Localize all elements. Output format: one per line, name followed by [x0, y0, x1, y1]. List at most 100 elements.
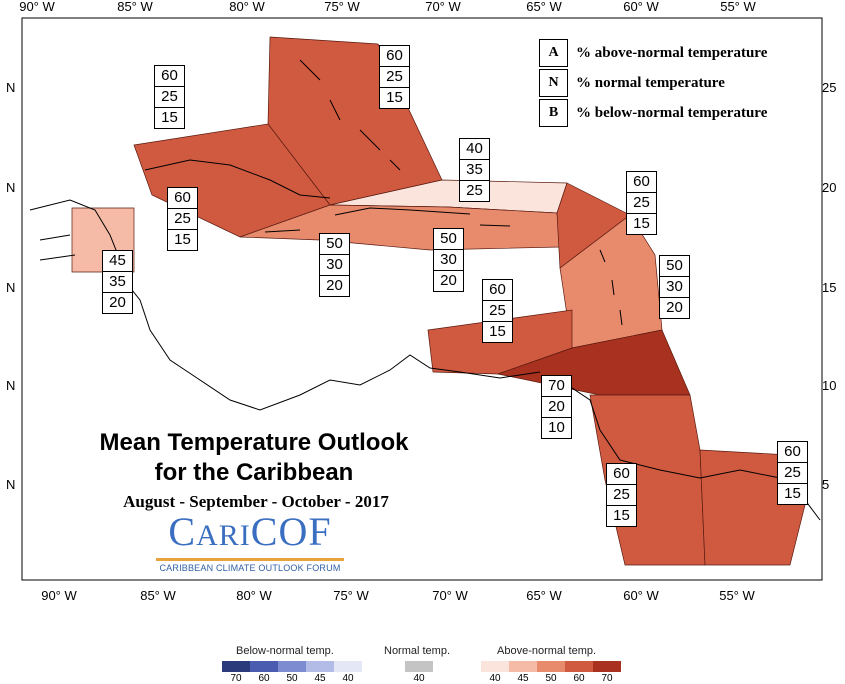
scale-normal-title: Normal temp. [384, 645, 451, 657]
lat-left-label: N [6, 80, 16, 95]
forecast-box-bahamas: 60 25 15 [379, 45, 410, 109]
forecast-box-trinidad: 70 20 10 [541, 375, 572, 439]
probability-legend: A % above-normal temperature N % normal … [539, 38, 807, 128]
scale-value: 70 [601, 673, 613, 684]
lon-top-label: 90° W [19, 0, 55, 14]
normal-value: 30 [319, 254, 350, 276]
map-period: August - September - October - 2017 [123, 492, 389, 511]
scale-swatch [306, 661, 334, 672]
scale-value: 70 [230, 673, 242, 684]
forecast-box-windward: 50 30 20 [659, 255, 690, 319]
lon-bottom-label: 85° W [140, 588, 176, 603]
scale-value: 45 [314, 673, 326, 684]
above-value: 50 [659, 255, 690, 277]
logo-letters: ARI [196, 519, 251, 552]
above-value: 60 [777, 441, 808, 463]
legend-key: N [539, 69, 568, 97]
forecast-box-hispaniola-north: 40 35 25 [459, 138, 490, 202]
lon-bottom-label: 90° W [41, 588, 77, 603]
below-value: 20 [433, 270, 464, 292]
scale-value: 40 [413, 673, 425, 684]
coastlines [29, 59, 821, 521]
scale-above-title: Above-normal temp. [497, 645, 597, 657]
legend-text: % below-normal temperature [576, 104, 768, 121]
scale-value: 50 [545, 673, 557, 684]
lat-left-label: N [6, 180, 16, 195]
lon-top-label: 75° W [324, 0, 360, 14]
lon-bottom-label: 75° W [333, 588, 369, 603]
lat-right-label: 10 [822, 378, 837, 393]
scale-swatch [334, 661, 362, 672]
scale-swatch [481, 661, 509, 672]
above-value: 40 [459, 138, 490, 160]
forecast-box-jamaica: 50 30 20 [319, 233, 350, 297]
title-line-1: Mean Temperature Outlook [99, 429, 409, 456]
legend-key: A [539, 39, 568, 67]
scale-swatch [222, 661, 250, 672]
normal-value: 25 [777, 462, 808, 484]
scale-swatch [405, 661, 433, 672]
logo-tagline: CARIBBEAN CLIMATE OUTLOOK FORUM [159, 563, 341, 573]
below-value: 15 [482, 321, 513, 343]
legend-row: A % above-normal temperature [539, 38, 807, 68]
map-title: Mean Temperature Outlook for the Caribbe… [78, 428, 430, 488]
below-value: 15 [154, 107, 185, 129]
normal-value: 25 [626, 192, 657, 214]
below-value: 15 [777, 483, 808, 505]
forecast-box-belize: 45 35 20 [102, 250, 133, 314]
scale-value: 40 [489, 673, 501, 684]
scale-swatch [593, 661, 621, 672]
scale-value: 60 [258, 673, 270, 684]
above-value: 45 [102, 250, 133, 272]
legend-text: % normal temperature [576, 74, 725, 91]
below-value: 20 [319, 275, 350, 297]
scale-below-title: Below-normal temp. [236, 645, 334, 657]
logo-letters: COF [250, 509, 332, 554]
above-value: 60 [482, 279, 513, 301]
lon-bottom-label: 80° W [236, 588, 272, 603]
lat-right-label: 25 [822, 80, 837, 95]
forecast-box-puerto-rico: 50 30 20 [433, 228, 464, 292]
normal-value: 35 [102, 271, 133, 293]
scale-value: 40 [342, 673, 354, 684]
lon-bottom-label: 65° W [526, 588, 562, 603]
caricof-logo: CARICOF CARIBBEAN CLIMATE OUTLOOK FORUM [150, 510, 350, 573]
above-value: 60 [626, 171, 657, 193]
below-value: 15 [626, 213, 657, 235]
legend-text: % above-normal temperature [576, 44, 768, 61]
lon-top-label: 65° W [526, 0, 562, 14]
below-value: 15 [379, 87, 410, 109]
above-value: 50 [433, 228, 464, 250]
lat-right-label: 15 [822, 280, 837, 295]
above-value: 60 [606, 463, 637, 485]
lat-right-label: 20 [822, 180, 837, 195]
above-value: 60 [379, 45, 410, 67]
below-value: 20 [102, 292, 133, 314]
scale-swatch [537, 661, 565, 672]
normal-value: 20 [541, 396, 572, 418]
lat-left-label: N [6, 280, 16, 295]
scale-value: 50 [286, 673, 298, 684]
scale-swatch [250, 661, 278, 672]
lon-top-label: 85° W [117, 0, 153, 14]
normal-value: 25 [154, 86, 185, 108]
above-value: 60 [154, 65, 185, 87]
lon-top-label: 80° W [229, 0, 265, 14]
scale-swatch [509, 661, 537, 672]
normal-value: 25 [167, 208, 198, 230]
legend-row: B % below-normal temperature [539, 98, 807, 128]
logo-letter: C [168, 509, 197, 554]
scale-swatch [278, 661, 306, 672]
logo-rule [156, 558, 344, 561]
lon-top-label: 55° W [720, 0, 756, 14]
below-value: 15 [167, 229, 198, 251]
forecast-box-guyana: 60 25 15 [606, 463, 637, 527]
lon-bottom-label: 70° W [432, 588, 468, 603]
title-line-2: for the Caribbean [154, 459, 354, 486]
lat-left-label: N [6, 378, 16, 393]
forecast-box-cayman: 60 25 15 [167, 187, 198, 251]
below-value: 10 [541, 417, 572, 439]
forecast-box-abc-islands: 60 25 15 [482, 279, 513, 343]
normal-value: 25 [482, 300, 513, 322]
forecast-box-northern-leeward: 60 25 15 [626, 171, 657, 235]
